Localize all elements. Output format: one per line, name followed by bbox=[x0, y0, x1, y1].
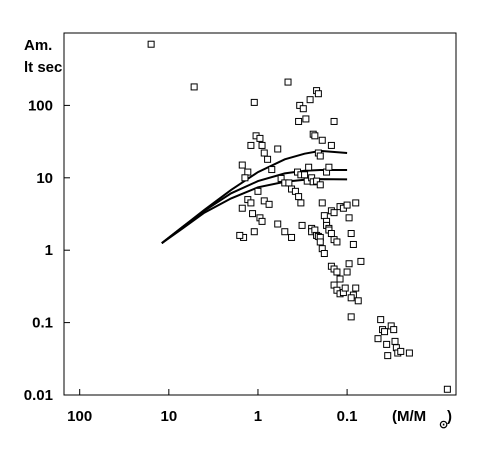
data-points bbox=[147, 40, 451, 393]
data-point-square bbox=[343, 201, 351, 209]
data-point-square bbox=[347, 294, 355, 302]
x-tick-label: 100 bbox=[67, 408, 92, 425]
data-point-square bbox=[333, 268, 341, 276]
data-point-square bbox=[295, 117, 303, 125]
data-point-square bbox=[443, 385, 451, 393]
data-point-square bbox=[383, 340, 391, 348]
data-point-square bbox=[305, 163, 313, 171]
plot-frame bbox=[63, 32, 457, 396]
data-point-square bbox=[274, 145, 282, 153]
data-point-square bbox=[381, 328, 389, 336]
y-tick-label: 0.01 bbox=[24, 387, 53, 404]
data-point-square bbox=[250, 98, 258, 106]
data-point-square bbox=[236, 231, 244, 239]
data-point-square bbox=[336, 275, 344, 283]
data-point-square bbox=[258, 141, 266, 149]
x-tick-label: 10 bbox=[160, 408, 177, 425]
data-point-square bbox=[299, 105, 307, 113]
y-axis-title-line-2: lt sec bbox=[24, 59, 62, 76]
data-point-square bbox=[330, 209, 338, 217]
data-point-square bbox=[254, 187, 262, 195]
data-point-square bbox=[311, 132, 319, 140]
data-point-square bbox=[258, 217, 266, 225]
data-point-square bbox=[281, 228, 289, 236]
data-point-square bbox=[265, 200, 273, 208]
data-point-square bbox=[347, 230, 355, 238]
data-point-square bbox=[238, 204, 246, 212]
data-point-square bbox=[349, 240, 357, 248]
x-axis-ticks: 100 10 1 0.1 bbox=[67, 389, 358, 425]
data-point-square bbox=[357, 257, 365, 265]
data-point-square bbox=[241, 174, 249, 182]
data-point-square bbox=[330, 117, 338, 125]
data-point-square bbox=[247, 141, 255, 149]
data-point-square bbox=[277, 174, 285, 182]
data-point-square bbox=[352, 284, 360, 292]
data-point-square bbox=[316, 152, 324, 160]
data-point-square bbox=[264, 155, 272, 163]
data-point-square bbox=[318, 199, 326, 207]
data-point-square bbox=[374, 335, 382, 343]
x-axis-title: (M/M ⊙ ) bbox=[392, 408, 452, 431]
data-point-square bbox=[391, 337, 399, 345]
y-axis-ticks: 0.01 0.1 1 10 100 bbox=[24, 97, 70, 404]
data-point-square bbox=[316, 238, 324, 246]
data-point-square bbox=[268, 166, 276, 174]
data-point-square bbox=[260, 149, 268, 157]
data-point-square bbox=[384, 352, 392, 360]
data-point-square bbox=[247, 199, 255, 207]
x-tick-label: 1 bbox=[254, 408, 262, 425]
data-point-square bbox=[397, 347, 405, 355]
data-point-square bbox=[318, 136, 326, 144]
data-point-square bbox=[333, 238, 341, 246]
data-point-square bbox=[297, 199, 305, 207]
x-tick-label: 0.1 bbox=[337, 408, 358, 425]
data-point-square bbox=[284, 78, 292, 86]
data-point-square bbox=[316, 181, 324, 189]
data-point-square bbox=[147, 40, 155, 48]
x-axis-title-main: (M/M bbox=[392, 408, 426, 425]
data-point-square bbox=[343, 268, 351, 276]
data-point-square bbox=[295, 193, 303, 201]
data-point-square bbox=[347, 313, 355, 321]
data-point-square bbox=[250, 228, 258, 236]
y-axis-title-line-1: Am. bbox=[24, 37, 52, 54]
data-point-square bbox=[288, 233, 296, 241]
data-point-square bbox=[314, 90, 322, 98]
data-point-square bbox=[244, 168, 252, 176]
y-tick-label: 10 bbox=[36, 170, 53, 187]
data-point-square bbox=[377, 316, 385, 324]
data-point-square bbox=[327, 230, 335, 238]
data-point-square bbox=[345, 214, 353, 222]
data-point-square bbox=[301, 171, 309, 179]
y-tick-label: 100 bbox=[28, 97, 53, 114]
data-point-square bbox=[352, 199, 360, 207]
data-point-square bbox=[320, 212, 328, 220]
data-point-square bbox=[325, 163, 333, 171]
data-point-square bbox=[405, 349, 413, 357]
data-point-square bbox=[256, 134, 264, 142]
data-point-square bbox=[190, 83, 198, 91]
data-point-square bbox=[306, 96, 314, 104]
y-tick-label: 0.1 bbox=[32, 315, 53, 332]
data-point-square bbox=[354, 297, 362, 305]
data-point-square bbox=[298, 221, 306, 229]
model-curve-line bbox=[161, 169, 348, 244]
x-axis-title-subscript: ⊙ bbox=[439, 419, 448, 431]
data-point-square bbox=[313, 177, 321, 185]
data-point-square bbox=[249, 210, 257, 218]
data-point-square bbox=[320, 250, 328, 258]
data-point-square bbox=[345, 260, 353, 268]
data-point-square bbox=[327, 141, 335, 149]
x-axis-title-close: ) bbox=[447, 408, 452, 425]
data-point-square bbox=[285, 179, 293, 187]
y-tick-label: 1 bbox=[45, 242, 53, 259]
data-point-square bbox=[390, 326, 398, 334]
data-point-square bbox=[238, 161, 246, 169]
data-point-square bbox=[274, 220, 282, 228]
data-point-square bbox=[302, 115, 310, 123]
data-point-square bbox=[341, 284, 349, 292]
